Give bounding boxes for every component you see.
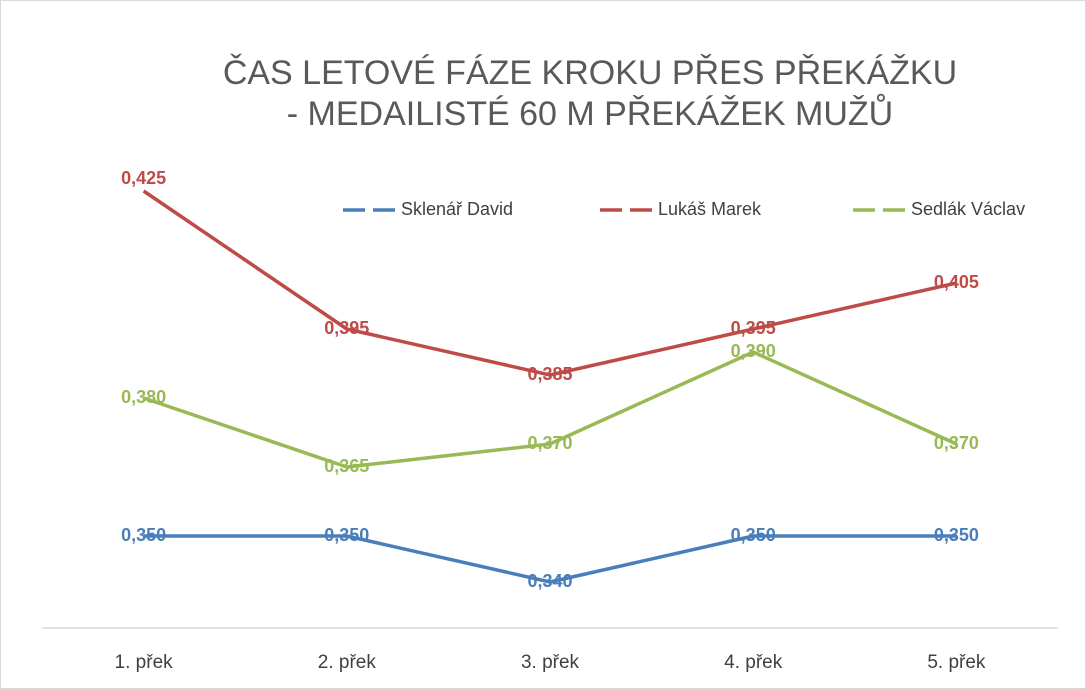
data-label: 0,350: [934, 525, 979, 545]
x-tick-label: 3. přek: [521, 652, 580, 673]
data-label: 0,365: [324, 456, 369, 476]
data-label: 0,350: [121, 525, 166, 545]
data-label: 0,425: [121, 168, 166, 188]
data-label: 0,350: [731, 525, 776, 545]
x-tick-label: 1. přek: [115, 652, 174, 673]
series-line: [143, 534, 957, 584]
x-tick-label: 4. přek: [724, 652, 783, 673]
series-line: [142, 189, 957, 377]
legend-label: Sedlák Václav: [911, 199, 1025, 219]
chart-subtitle: - MEDAILISTÉ 60 M PŘEKÁŽEK MUŽŮ: [287, 94, 893, 133]
data-label: 0,385: [527, 364, 572, 384]
data-label: 0,350: [324, 525, 369, 545]
data-label: 0,395: [731, 318, 776, 338]
legend-label: Sklenář David: [401, 199, 513, 219]
data-label: 0,395: [324, 318, 369, 338]
chart-title: ČAS LETOVÉ FÁZE KROKU PŘES PŘEKÁŽKU: [223, 54, 957, 92]
series-line: [143, 350, 958, 469]
x-tick-label: 5. přek: [927, 652, 986, 673]
x-tick-label: 2. přek: [318, 652, 377, 673]
data-label: 0,340: [527, 571, 572, 591]
data-label: 0,370: [934, 433, 979, 453]
data-label: 0,390: [731, 341, 776, 361]
data-label: 0,405: [934, 272, 979, 292]
data-label: 0,380: [121, 387, 166, 407]
legend-label: Lukáš Marek: [658, 199, 762, 219]
data-label: 0,370: [527, 433, 572, 453]
